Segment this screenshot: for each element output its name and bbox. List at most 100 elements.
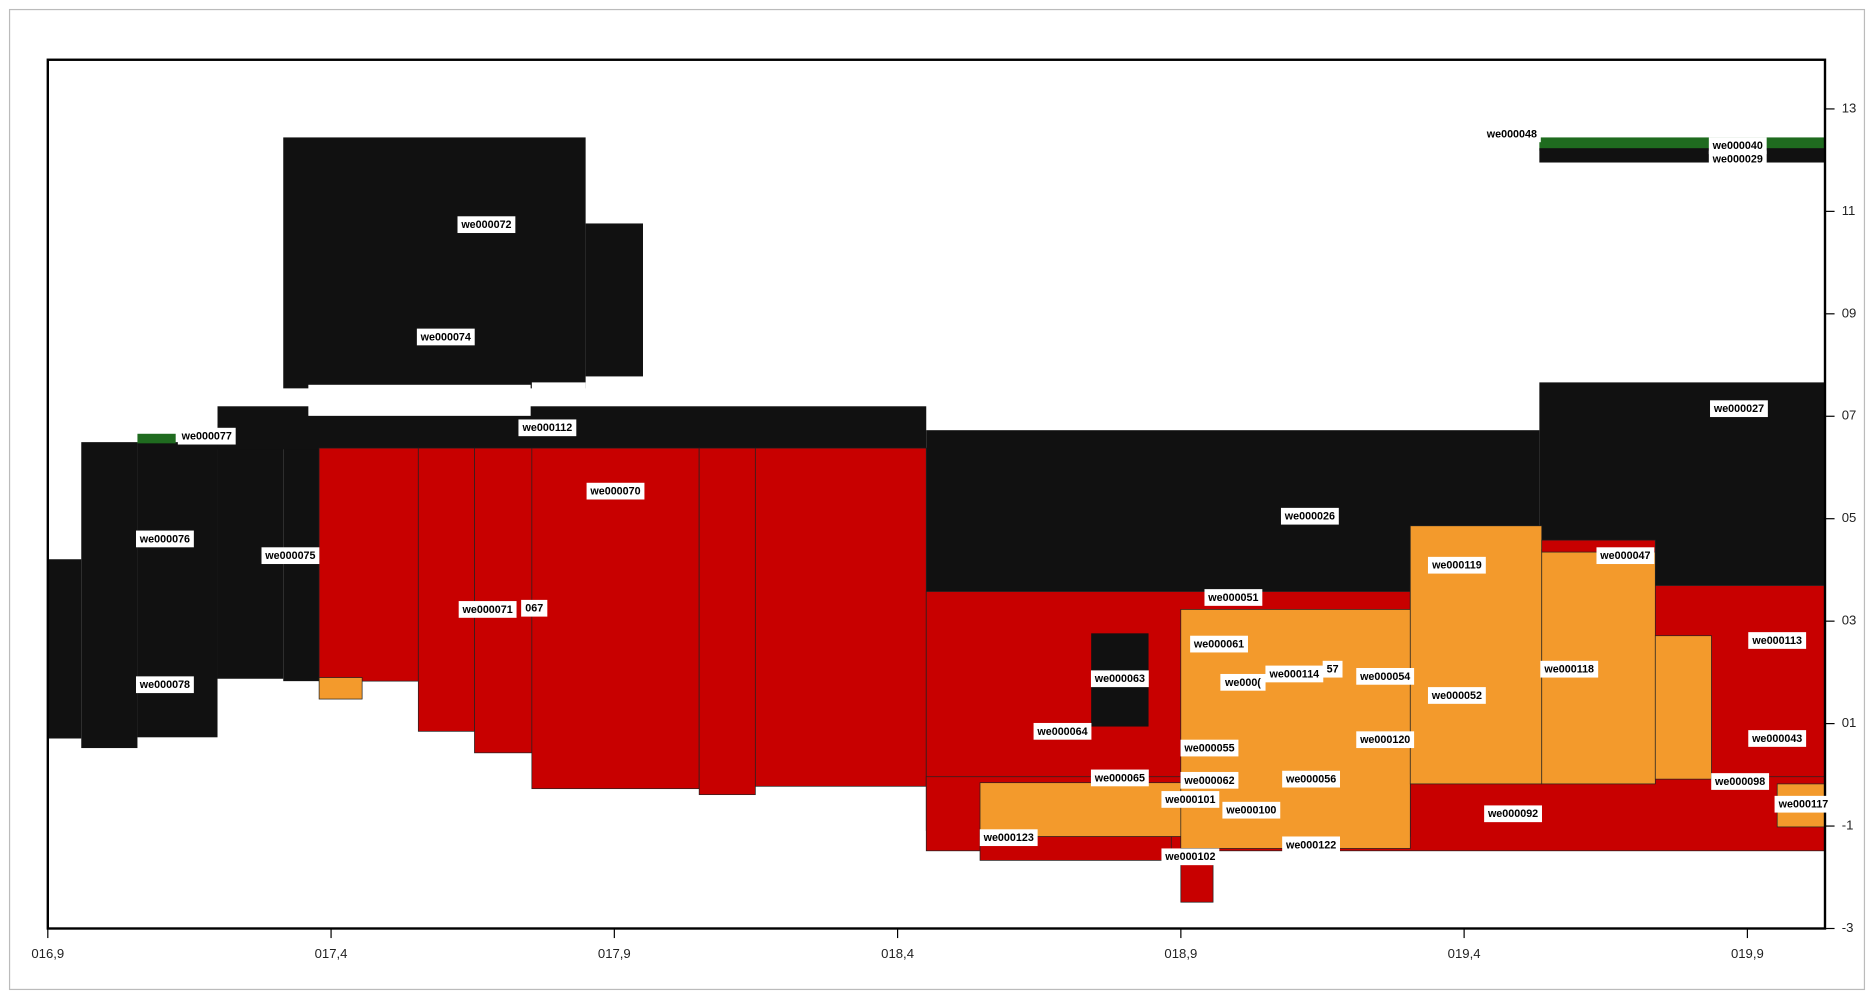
gap — [531, 382, 586, 395]
label-box — [1484, 805, 1542, 823]
label-box — [1708, 137, 1767, 155]
plot-frame — [46, 58, 1827, 930]
block-label: we000120 — [1359, 734, 1410, 746]
label-box — [1356, 731, 1415, 749]
block-label: we000055 — [1183, 742, 1234, 754]
label-box — [1427, 556, 1486, 574]
label-box — [521, 599, 548, 617]
x-tick-label: 017,4 — [315, 946, 348, 961]
block-label: we000119 — [1431, 560, 1482, 572]
label-box — [1204, 589, 1263, 606]
y-tick-label: 11 — [1842, 203, 1856, 218]
block — [754, 447, 927, 787]
block — [585, 223, 643, 377]
x-tick-label: 018,9 — [1164, 946, 1197, 961]
label-box — [1748, 730, 1807, 747]
block-label: we000092 — [1487, 808, 1538, 820]
y-tick-label: -1 — [1842, 818, 1854, 833]
label-box — [1322, 660, 1343, 678]
label-box — [1282, 770, 1341, 788]
block-label: we000074 — [420, 331, 471, 343]
block-label: we000026 — [1284, 511, 1335, 523]
block-label: we000078 — [139, 679, 190, 691]
label-box — [261, 547, 320, 565]
label-box — [1748, 632, 1807, 649]
label-box — [518, 419, 577, 437]
label-box — [1774, 795, 1833, 813]
block — [137, 433, 176, 444]
label-box — [1090, 769, 1149, 787]
block-label: we000117 — [1778, 799, 1829, 811]
block — [1654, 635, 1712, 780]
label-box — [1161, 848, 1220, 866]
block — [698, 447, 756, 796]
block-label: we000077 — [181, 431, 232, 443]
block-label: we000056 — [1285, 774, 1336, 786]
label-box — [1427, 687, 1486, 704]
block-label: we000064 — [1036, 726, 1087, 738]
block-label: we000101 — [1164, 794, 1215, 806]
label-box — [1220, 673, 1266, 691]
label-box — [1710, 400, 1768, 418]
block-label: we000122 — [1285, 839, 1336, 851]
block-label: we000102 — [1164, 851, 1215, 863]
block-label: we000075 — [264, 550, 315, 562]
block-label: we000061 — [1193, 639, 1244, 651]
block — [318, 677, 363, 700]
outer-border — [8, 8, 1866, 991]
label-box — [136, 676, 194, 694]
label-box — [136, 530, 194, 548]
block — [47, 559, 82, 739]
label-box — [1540, 660, 1599, 678]
blocks — [47, 137, 1826, 903]
block-label: we000043 — [1751, 733, 1802, 745]
label-box — [416, 328, 475, 346]
label-box — [1190, 635, 1248, 653]
block — [81, 442, 138, 749]
block-label: we000070 — [589, 486, 640, 498]
label-box — [1596, 547, 1655, 565]
block-label: we000118 — [1543, 664, 1594, 676]
block-label: we000054 — [1359, 671, 1410, 683]
x-tick-label: 019,9 — [1731, 946, 1764, 961]
block-label: we000123 — [983, 832, 1034, 844]
y-tick-label: 05 — [1842, 510, 1857, 525]
gap — [308, 384, 531, 416]
y-tick-label: 07 — [1842, 408, 1857, 423]
block-label: we000051 — [1207, 592, 1258, 604]
x-tick-label: 016,9 — [31, 946, 64, 961]
block-label: 57 — [1327, 664, 1339, 676]
block-label: we000047 — [1599, 550, 1650, 562]
label-box — [1265, 665, 1324, 683]
block-label: we000027 — [1713, 403, 1764, 415]
x-tick-label: 017,9 — [598, 946, 631, 961]
label-box — [1161, 791, 1220, 808]
y-tick-label: -3 — [1842, 920, 1854, 935]
block-label: we000048 — [1486, 128, 1537, 140]
block-label: 067 — [525, 603, 543, 615]
y-tick-label: 03 — [1842, 613, 1857, 628]
label-box — [1708, 150, 1767, 168]
label-box — [1482, 125, 1541, 143]
y-tick-label: 01 — [1842, 715, 1857, 730]
label-box — [1033, 722, 1092, 740]
block-label: we000063 — [1094, 673, 1145, 685]
block — [417, 447, 475, 732]
block-label: we000098 — [1714, 776, 1765, 788]
block-label: we000040 — [1712, 140, 1763, 152]
block-label: we000100 — [1225, 805, 1276, 817]
label-box — [1180, 771, 1239, 789]
label-box — [586, 482, 645, 500]
label-box — [1222, 801, 1281, 819]
label-box — [1090, 670, 1149, 688]
block-label: we000112 — [522, 422, 573, 434]
x-tick-label: 019,4 — [1448, 946, 1481, 961]
block-label: we000062 — [1183, 775, 1234, 787]
label-box — [979, 829, 1038, 847]
label-box — [1711, 773, 1770, 790]
block — [531, 447, 700, 790]
block-label: we000065 — [1094, 772, 1145, 784]
block-label: we000114 — [1269, 668, 1320, 680]
y-tick-label: 09 — [1842, 305, 1857, 320]
